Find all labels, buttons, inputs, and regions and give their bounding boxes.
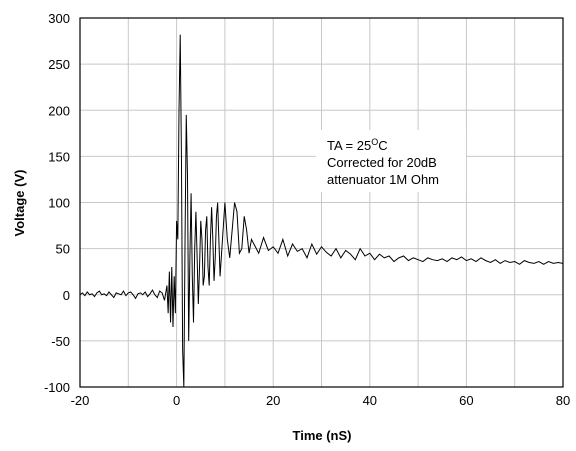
plot-frame [79,17,564,388]
x-tick-label: -20 [71,393,90,408]
annotation-box [316,130,466,192]
x-tick-label: 0 [173,393,180,408]
y-tick-label: 50 [56,242,70,257]
x-tick-label: 40 [363,393,377,408]
annotation-text: O [371,137,378,147]
data-line [79,34,564,388]
annotation: attenuator 1M Ohm [327,172,439,187]
x-tick-label: 60 [459,393,473,408]
y-axis-label: Voltage (V) [12,170,27,237]
y-tick-label: 200 [48,103,70,118]
y-tick-label: 100 [48,196,70,211]
y-tick-label: 0 [63,288,70,303]
x-tick-label: 20 [266,393,280,408]
x-tick-label: 80 [556,393,570,408]
annotation: TA = 25OC [327,137,388,153]
annotation-text: C [378,138,387,153]
y-tick-label: 150 [48,149,70,164]
annotation-text: TA = 25 [327,138,371,153]
annotation: Corrected for 20dB [327,155,437,170]
y-tick-label: -100 [44,380,70,395]
y-tick-label: 250 [48,57,70,72]
y-tick-label: -50 [51,334,70,349]
x-axis-label: Time (nS) [293,428,352,443]
y-tick-label: 300 [48,11,70,26]
